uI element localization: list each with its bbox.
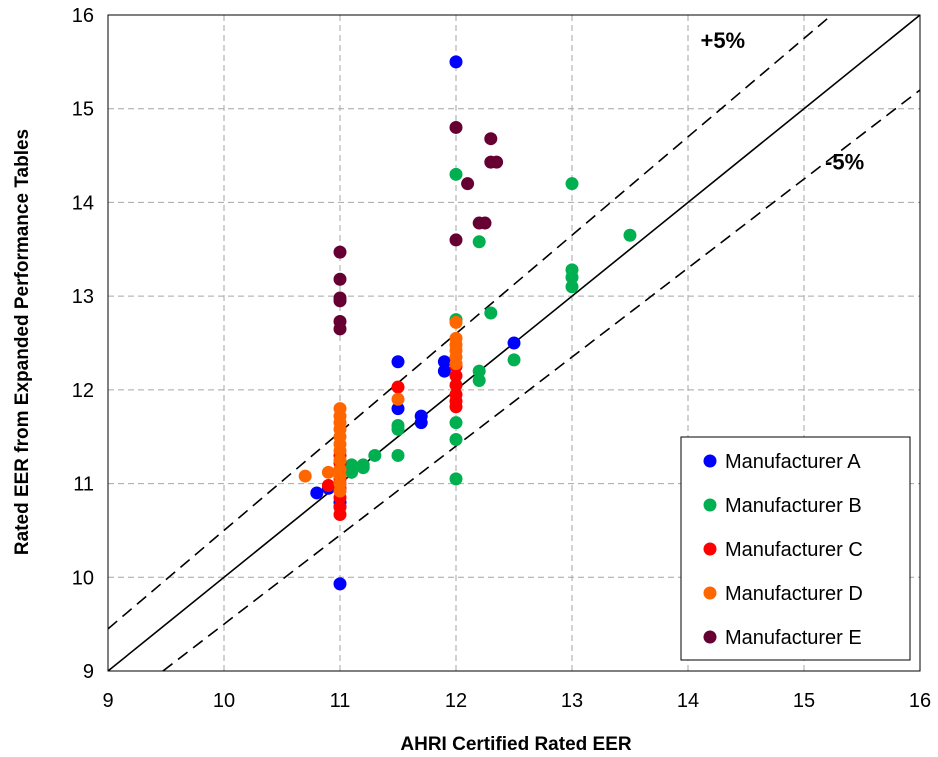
legend-label: Manufacturer B: [725, 495, 862, 517]
y-tick-label: 14: [72, 192, 94, 214]
data-point: [391, 355, 405, 369]
reference-line-labels: +5% -5%: [700, 28, 864, 175]
y-tick-label: 11: [73, 474, 94, 496]
data-point: [565, 280, 579, 294]
x-tick-label: 14: [677, 690, 699, 712]
legend-label: Manufacturer E: [725, 627, 862, 649]
x-tick-label: 9: [102, 690, 113, 712]
data-point: [391, 448, 405, 462]
y-tick-label: 13: [72, 286, 94, 308]
legend-label: Manufacturer A: [725, 451, 861, 473]
legend-marker: [703, 498, 717, 512]
data-point: [449, 55, 463, 69]
x-axis-ticks: 9 10 11 12 13 14 15 16: [102, 690, 931, 712]
data-point: [391, 402, 405, 416]
legend-marker: [703, 630, 717, 644]
reference-line-label: -5%: [825, 150, 864, 175]
legend-label: Manufacturer C: [725, 539, 863, 561]
data-point: [391, 392, 405, 406]
data-point: [461, 177, 475, 191]
y-tick-label: 10: [72, 567, 94, 589]
data-point: [321, 478, 335, 492]
data-point: [449, 369, 463, 383]
data-point: [449, 315, 463, 329]
data-point: [449, 167, 463, 181]
data-point: [437, 364, 451, 378]
data-point: [368, 448, 382, 462]
data-point: [333, 577, 347, 591]
x-tick-label: 11: [330, 690, 351, 712]
plot-area: [107, 14, 921, 672]
y-tick-label: 15: [72, 99, 94, 121]
data-point: [356, 461, 370, 475]
data-point: [333, 322, 347, 336]
data-point: [484, 306, 498, 320]
x-tick-label: 10: [213, 690, 235, 712]
data-point: [310, 486, 324, 500]
data-point: [478, 216, 492, 230]
reference-line-dashed: [107, 14, 833, 630]
x-tick-label: 15: [793, 690, 815, 712]
data-point: [449, 357, 463, 371]
reference-line-label: +5%: [700, 28, 745, 53]
y-tick-label: 9: [83, 661, 94, 683]
data-point: [449, 416, 463, 430]
data-point: [449, 378, 463, 392]
legend-label: Manufacturer D: [725, 583, 863, 605]
data-point: [414, 416, 428, 430]
data-points: [298, 55, 637, 591]
data-point: [507, 353, 521, 367]
data-point: [472, 364, 486, 378]
x-tick-label: 16: [909, 690, 931, 712]
data-point: [333, 507, 347, 521]
data-point: [449, 400, 463, 414]
data-point: [472, 373, 486, 387]
y-axis-title: Rated EER from Expanded Performance Tabl…: [12, 129, 33, 555]
legend-marker: [703, 586, 717, 600]
data-point: [391, 380, 405, 394]
grid-lines: [108, 15, 920, 671]
legend-box: [680, 436, 911, 661]
legend-marker: [703, 542, 717, 556]
data-point: [490, 155, 504, 169]
data-point: [623, 228, 637, 242]
data-point: [333, 245, 347, 259]
legend: Manufacturer A Manufacturer B Manufacturer…: [680, 436, 911, 661]
data-point: [449, 233, 463, 247]
data-point: [472, 235, 486, 249]
data-point: [449, 433, 463, 447]
data-point: [333, 484, 347, 498]
data-point: [333, 444, 347, 458]
data-point: [565, 270, 579, 284]
data-point: [321, 465, 335, 479]
y-tick-label: 16: [72, 5, 94, 27]
legend-marker: [703, 454, 717, 468]
data-point: [333, 272, 347, 286]
reference-line-dashed: [162, 89, 921, 672]
data-point: [437, 355, 451, 369]
data-point: [345, 465, 359, 479]
data-point: [449, 120, 463, 134]
data-point: [333, 294, 347, 308]
x-axis-title: AHRI Certified Rated EER: [400, 734, 631, 755]
data-point: [484, 132, 498, 146]
data-point: [391, 422, 405, 436]
data-point: [298, 469, 312, 483]
x-tick-label: 12: [445, 690, 467, 712]
data-point: [333, 453, 347, 467]
data-point: [565, 177, 579, 191]
y-axis-ticks: 9 10 11 12 13 14 15 16: [72, 5, 94, 683]
data-point: [449, 472, 463, 486]
x-tick-label: 13: [561, 690, 583, 712]
data-point: [507, 336, 521, 350]
y-tick-label: 12: [72, 380, 94, 402]
